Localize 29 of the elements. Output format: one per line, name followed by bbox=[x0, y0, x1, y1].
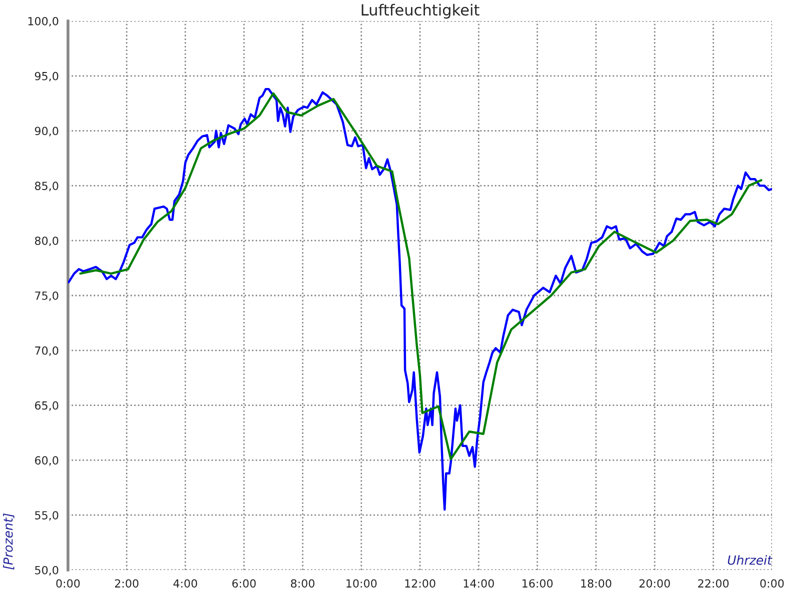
x-tick-label: 12:00 bbox=[405, 579, 436, 588]
y-tick-label: 95,0 bbox=[34, 72, 58, 82]
x-tick-label: 2:00 bbox=[115, 579, 138, 588]
x-tick-label: 0:00 bbox=[56, 579, 80, 588]
y-tick-label: 75,0 bbox=[35, 291, 58, 302]
chart-title: Luftfeuchtigkeit bbox=[362, 4, 480, 19]
x-tick-label: 22:00 bbox=[698, 579, 729, 588]
y-tick-label: 90,0 bbox=[34, 126, 58, 136]
y-axis-title: [Prozent] bbox=[3, 513, 14, 570]
y-tick-label: 100,0 bbox=[28, 16, 58, 27]
line-series bbox=[68, 88, 772, 511]
x-tick-label: 20:00 bbox=[639, 579, 670, 588]
x-tick-label: 8:00 bbox=[290, 579, 314, 588]
x-tick-label: 14:00 bbox=[464, 579, 494, 588]
y-tick-label: 55,0 bbox=[35, 511, 58, 521]
x-tick-label: 16:00 bbox=[522, 579, 553, 588]
line-series bbox=[79, 92, 762, 460]
x-tick-label: 18:00 bbox=[581, 579, 612, 588]
x-tick-label: 6:00 bbox=[232, 579, 256, 588]
x-axis-title: Uhrzeit bbox=[728, 555, 772, 565]
x-tick-label: 10:00 bbox=[346, 579, 377, 588]
x-tick-label: 4:00 bbox=[173, 579, 198, 588]
y-tick-label: 50,0 bbox=[35, 566, 58, 576]
y-tick-label: 60,0 bbox=[35, 456, 58, 466]
y-tick-label: 85,0 bbox=[34, 182, 58, 192]
y-tick-label: 65,0 bbox=[35, 401, 58, 411]
x-tick-label: 0:00 bbox=[760, 579, 784, 588]
y-tick-label: 80,0 bbox=[34, 236, 58, 246]
y-tick-label: 70,0 bbox=[35, 346, 58, 356]
